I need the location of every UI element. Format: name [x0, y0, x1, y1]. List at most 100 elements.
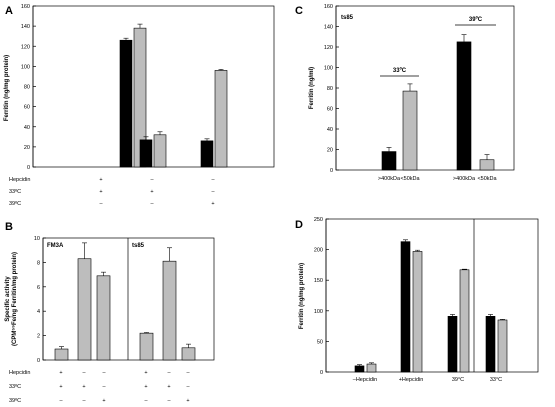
panel-d-y-label: Ferritin (ng/mg protein) [299, 263, 305, 329]
panel-d-y-tick-label: 250 [314, 217, 323, 223]
panel-a-letter: A [5, 5, 13, 17]
panel-a-y-tick-label: 20 [24, 145, 30, 151]
panel-b-condition-mark: – [82, 398, 86, 404]
panel-b-y-tick-label: 6 [37, 285, 40, 291]
panel-b-y-tick-label: 2 [37, 334, 40, 340]
panel-b-letter: B [5, 221, 13, 233]
panel-b-y-tick-label: 4 [37, 309, 40, 315]
panel-a-condition-label: Hepcidin [9, 177, 30, 183]
panel-b-condition-mark: – [59, 398, 63, 404]
panel-b-condition-mark: + [144, 384, 147, 390]
panel-d-category-label: 33°C [490, 377, 502, 383]
panel-d-bar [354, 365, 365, 373]
panel-b-condition-mark: – [167, 398, 171, 404]
panel-b-condition-mark: + [102, 398, 105, 404]
panel-a-condition-mark: – [150, 201, 154, 207]
panel-b-y-tick-label: 0 [37, 358, 40, 364]
panel-a-bar [119, 39, 133, 168]
panel-a-condition-mark: + [99, 189, 102, 195]
panel-a-y-label: Ferritin (ng/mg protein) [4, 55, 10, 121]
panel-b-condition-mark: – [186, 384, 190, 390]
panel-c-y-label: Ferritin (ng/ml) [309, 67, 315, 109]
panel-c-frame [335, 5, 515, 171]
panel-d-y-tick-label: 50 [317, 339, 323, 345]
panel-d-bar [366, 363, 377, 373]
panel-a-y-tick-label: 60 [24, 105, 30, 111]
panel-c-y-tick-label: 0 [330, 168, 333, 174]
panel-d-category-label: 39°C [452, 377, 464, 383]
panel-b-condition-mark: – [102, 384, 106, 390]
panel-a-frame [32, 5, 275, 168]
panel-b-y-tick-label: 10 [34, 236, 40, 242]
panel-c-y-tick-label: 120 [324, 45, 333, 51]
panel-c-bar-label: <50kDa [400, 176, 420, 182]
panel-b-condition-mark: – [102, 370, 106, 376]
panel-b-subpanel-label: FM3A [47, 243, 64, 249]
panel-c-bar-label: >400kDa [453, 176, 476, 182]
panel-c-y-tick-label: 60 [327, 107, 333, 113]
panel-d-y-tick-label: 100 [314, 309, 323, 315]
panel-c-group-label: 39ºC [469, 17, 483, 23]
panel-b-y-tick-label: 8 [37, 260, 40, 266]
panel-b-condition-mark: – [82, 370, 86, 376]
panel-c-bar [479, 159, 495, 171]
panel-d-bar [497, 319, 508, 373]
panel-a-condition-label: 33ºC [9, 188, 21, 195]
panel-b-condition-label: 33ºC [9, 383, 21, 390]
panel-b-bar [77, 258, 92, 361]
panel-b-bar [162, 260, 177, 361]
panel-c-bar-label: <50kDa [477, 176, 497, 182]
panel-c-title: ts85 [341, 15, 354, 21]
panel-a-bar [139, 139, 153, 168]
panel-a-condition-label: 39ºC [9, 200, 21, 207]
panel-a-bar [153, 134, 167, 168]
panel-d-category-label: –Hepcidin [353, 377, 377, 383]
panel-c-y-tick-label: 20 [327, 148, 333, 154]
panel-c-y-tick-label: 80 [327, 86, 333, 92]
panel-c-bar [381, 151, 397, 171]
panel-d-y-tick-label: 200 [314, 248, 323, 254]
panel-b-condition-mark: + [59, 370, 62, 376]
panel-d-letter: D [295, 219, 303, 231]
panel-d-bar [485, 316, 496, 373]
panel-a-y-tick-label: 120 [21, 44, 30, 50]
panel-b-condition-label: 39ºC [9, 397, 21, 404]
panel-c-bar [402, 90, 418, 171]
panel-b-condition-mark: + [82, 384, 85, 390]
panel-b-condition-label: Hepcidin [9, 370, 30, 376]
panel-b-bar [139, 332, 154, 361]
panel-b-bar [181, 347, 196, 361]
panel-d-bar [400, 241, 411, 373]
panel-b-subpanel-label: ts85 [132, 243, 145, 249]
panel-a-condition-mark: + [150, 189, 153, 195]
panel-a-y-tick-label: 0 [27, 165, 30, 171]
panel-a-y-tick-label: 160 [21, 4, 30, 10]
panel-c-y-tick-label: 140 [324, 25, 333, 31]
panel-a-y-tick-label: 40 [24, 125, 30, 131]
panel-a-y-tick-label: 100 [21, 64, 30, 70]
panel-c-bar-label: >400kDa [378, 176, 401, 182]
panel-a-condition-mark: – [150, 177, 154, 183]
panel-b-condition-mark: + [59, 384, 62, 390]
panel-d-bar [412, 251, 423, 373]
panel-d-y-tick-label: 150 [314, 278, 323, 284]
panel-b-condition-mark: + [186, 398, 189, 404]
panel-b-bar [54, 348, 69, 361]
panel-c-y-tick-label: 160 [324, 4, 333, 10]
panel-d-bar [447, 316, 458, 373]
panel-d-category-label: +Hepcidin [399, 377, 424, 383]
panel-b-y-label: (CPM⁵⁹Fe/ng Ferritin/mg protein) [12, 252, 18, 346]
panel-b-condition-mark: + [144, 370, 147, 376]
panel-a-bar [214, 70, 228, 168]
panel-c-letter: C [295, 5, 303, 17]
panel-b-condition-mark: – [144, 398, 148, 404]
panel-d-y-tick-label: 0 [320, 370, 323, 376]
panel-a-bar [200, 140, 214, 168]
panel-d-bar [459, 269, 470, 373]
panel-b-condition-mark: – [186, 370, 190, 376]
panel-a-condition-mark: – [211, 177, 215, 183]
panel-a-condition-mark: + [211, 201, 214, 207]
panel-a-condition-mark: – [99, 201, 103, 207]
panel-a-y-tick-label: 80 [24, 85, 30, 91]
